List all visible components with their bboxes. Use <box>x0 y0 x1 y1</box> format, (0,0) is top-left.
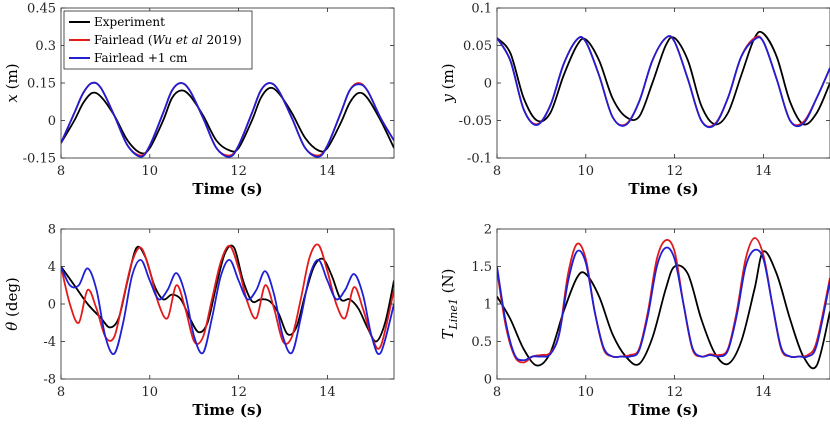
y-axis-label: TLine1 (N) <box>439 268 460 339</box>
x-tick-label: 12 <box>666 385 683 400</box>
legend-entry: Fairlead (Wu et al 2019) <box>94 33 242 47</box>
x-tick-label: 8 <box>57 164 65 179</box>
y-tick-label: 0.45 <box>27 2 56 17</box>
y-tick-label: 0 <box>48 114 56 129</box>
x-axis-label: Time (s) <box>192 401 262 419</box>
x-tick-label: 14 <box>755 164 772 179</box>
x-tick-label: 12 <box>230 164 247 179</box>
y-tick-label: 0.15 <box>27 77 56 92</box>
x-tick-label: 14 <box>755 385 772 400</box>
x-tick-label: 8 <box>57 385 65 400</box>
y-tick-label: -8 <box>43 373 56 388</box>
series-line-fairlead-wu-et-al-2019- <box>61 243 394 350</box>
series-group <box>61 243 394 355</box>
legend-box <box>63 10 253 70</box>
x-axis-label: Time (s) <box>628 401 698 419</box>
series-line-fairlead-1-cm <box>497 246 830 362</box>
series-group <box>497 30 830 129</box>
legend-entry: Experiment <box>94 15 165 29</box>
legend-entry: Fairlead +1 cm <box>94 51 188 65</box>
y-axis-label: y (m) <box>439 63 457 103</box>
series-group <box>61 81 394 158</box>
x-tick-label: 12 <box>666 164 683 179</box>
y-tick-label: 2 <box>484 223 492 238</box>
series-group <box>497 237 830 370</box>
y-tick-label: -4 <box>43 335 56 350</box>
y-tick-label: -0.05 <box>459 114 492 129</box>
x-axis-label: Time (s) <box>192 180 262 198</box>
series-line-experiment <box>497 250 830 370</box>
y-tick-label: 0 <box>484 77 492 92</box>
series-line-fairlead-1-cm <box>497 35 830 129</box>
y-tick-label: 0.3 <box>35 39 56 54</box>
y-tick-label: -0.1 <box>467 152 492 167</box>
x-tick-label: 8 <box>493 385 501 400</box>
x-tick-label: 10 <box>142 385 159 400</box>
plot-area <box>497 8 830 158</box>
y-tick-label: 0.05 <box>463 39 492 54</box>
x-axis-label: Time (s) <box>628 180 698 198</box>
plot-area <box>497 229 830 379</box>
chart-tension: 8 10 12 14 0 0.5 1 1.5 2 Time (s) TLine1 (N) <box>439 223 830 419</box>
legend: Experiment Fairlead (Wu et al 2019) Fairle… <box>63 10 253 70</box>
chart-x: 8 10 12 14 -0.15 0 0.15 0.3 0.45 Time (s) x (m) Exp… <box>3 2 395 198</box>
x-tick-label: 10 <box>578 164 595 179</box>
y-axis-label: x (m) <box>3 63 21 102</box>
series-line-fairlead-1-cm <box>61 259 394 355</box>
x-tick-label: 14 <box>319 385 336 400</box>
y-tick-label: 0.5 <box>471 335 492 350</box>
series-line-fairlead-1-cm <box>61 81 394 158</box>
x-tick-label: 8 <box>493 164 501 179</box>
y-tick-label: 4 <box>48 260 56 275</box>
x-tick-label: 10 <box>578 385 595 400</box>
y-tick-label: 1 <box>484 298 492 313</box>
y-tick-label: 1.5 <box>471 260 492 275</box>
y-tick-label: 0 <box>484 373 492 388</box>
x-tick-label: 12 <box>230 385 247 400</box>
y-axis-label: θ (deg) <box>3 277 21 331</box>
series-line-experiment <box>497 30 830 126</box>
plot-area <box>61 229 394 379</box>
chart-y: 8 10 12 14 -0.1 -0.05 0 0.05 0.1 Time (s) y (m) <box>439 2 830 198</box>
y-tick-label: 0.1 <box>471 2 492 17</box>
y-tick-label: 8 <box>48 223 56 238</box>
x-tick-label: 10 <box>142 164 159 179</box>
x-tick-label: 14 <box>319 164 336 179</box>
y-tick-label: -0.15 <box>23 152 56 167</box>
y-tick-label: 0 <box>48 298 56 313</box>
chart-theta: 8 10 12 14 -8 -4 0 4 8 Time (s) θ (deg) <box>3 223 395 419</box>
